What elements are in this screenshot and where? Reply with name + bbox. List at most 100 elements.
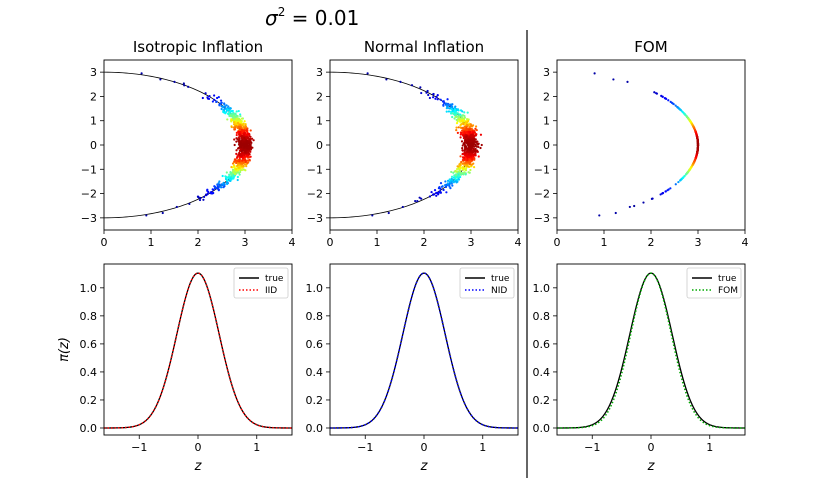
- scatter-point: [416, 200, 419, 203]
- scatter-point: [598, 214, 601, 217]
- scatter-point: [465, 139, 468, 142]
- scatter-point: [451, 178, 454, 182]
- scatter-point: [159, 78, 162, 81]
- y-tick-label: −1: [307, 163, 323, 176]
- x-tick-label: 1: [601, 236, 608, 249]
- y-tick-label: 0.4: [306, 366, 324, 379]
- scatter-point: [462, 123, 465, 126]
- scatter-point: [419, 86, 422, 89]
- scatter-point: [442, 188, 445, 192]
- plot-area: [330, 272, 518, 429]
- scatter-point: [449, 187, 452, 190]
- x-tick-label: 3: [242, 236, 249, 249]
- reference-circle: [104, 71, 246, 219]
- scatter-point: [446, 184, 449, 187]
- y-tick-label: 1: [90, 115, 97, 128]
- scatter-point: [187, 85, 190, 88]
- scatter-point: [435, 194, 438, 197]
- scatter-point: [455, 174, 458, 177]
- scatter-point: [448, 107, 451, 110]
- y-tick-label: 0.2: [306, 394, 324, 407]
- scatter-point: [460, 140, 464, 143]
- series-line-fom: [557, 272, 745, 429]
- scatter-point: [244, 169, 247, 172]
- scatter-point: [237, 146, 240, 149]
- scatter-point: [444, 180, 447, 183]
- scatter-point: [454, 180, 457, 183]
- scatter-point: [226, 118, 229, 121]
- scatter-point: [198, 198, 202, 202]
- scatter-point: [234, 112, 237, 116]
- subplot-3: FOM 0 1 2 3 4 −3 −2 −1 0 1 2 3: [534, 38, 749, 249]
- scatter-point: [628, 205, 631, 209]
- y-tick-label: 1.0: [306, 282, 324, 295]
- scatter-point: [459, 120, 462, 123]
- scatter-point: [466, 158, 469, 161]
- scatter-point: [232, 164, 236, 167]
- scatter-point: [245, 129, 248, 132]
- scatter-point: [473, 134, 476, 137]
- scatter-point: [469, 133, 473, 137]
- scatter-point: [230, 165, 233, 169]
- y-tick-label: 0.4: [533, 366, 551, 379]
- scatter-point: [240, 144, 243, 147]
- x-tick-label: −1: [131, 441, 147, 454]
- scatter-point: [461, 127, 465, 130]
- scatter-point: [471, 158, 474, 161]
- scatter-point: [249, 155, 252, 158]
- scatter-point: [420, 197, 423, 200]
- scatter-point: [432, 96, 435, 99]
- x-tick-label: 1: [706, 441, 713, 454]
- scatter-point: [468, 138, 472, 142]
- y-tick-label: 0.0: [80, 422, 98, 435]
- scatter-point: [227, 105, 230, 108]
- scatter-point: [211, 188, 215, 191]
- y-tick-label: −2: [81, 188, 97, 201]
- scatter-point: [225, 171, 228, 174]
- scatter-point: [642, 201, 645, 204]
- x-tick-label: 1: [374, 236, 381, 249]
- x-tick-label: 0: [421, 441, 428, 454]
- scatter-point: [651, 197, 654, 200]
- scatter-point: [463, 156, 466, 159]
- scatter-point: [210, 192, 213, 195]
- scatter-point: [385, 78, 388, 81]
- scatter-point: [439, 98, 442, 101]
- scatter-point: [243, 136, 246, 139]
- scatter-point: [216, 183, 219, 186]
- scatter-point: [161, 211, 164, 215]
- scatter-point: [442, 104, 445, 107]
- scatter-point: [460, 171, 463, 175]
- y-tick-label: −2: [534, 188, 550, 201]
- scatter-point: [229, 115, 232, 118]
- scatter-point: [203, 195, 206, 199]
- scatter-point: [477, 155, 480, 158]
- x-tick-label: 4: [515, 236, 522, 249]
- scatter-point: [241, 139, 244, 142]
- scatter-point: [251, 146, 254, 149]
- scatter-point: [445, 191, 448, 194]
- scatter-point: [236, 175, 239, 179]
- plot-area: [104, 71, 255, 219]
- scatter-point: [233, 121, 236, 124]
- scatter-point: [466, 165, 469, 168]
- scatter-point: [232, 171, 235, 174]
- scatter-point: [468, 162, 471, 166]
- scatter-point: [215, 96, 219, 100]
- scatter-point: [471, 131, 475, 134]
- x-axis-label: z: [647, 459, 656, 474]
- y-tick-label: 1: [543, 115, 550, 128]
- x-tick-label: 0: [327, 236, 334, 249]
- scatter-point: [456, 112, 459, 115]
- scatter-point: [479, 146, 482, 150]
- scatter-point: [218, 104, 221, 107]
- scatter-point: [474, 127, 477, 130]
- scatter-point: [459, 136, 462, 139]
- scatter-point: [235, 110, 238, 113]
- scatter-point: [633, 204, 636, 208]
- scatter-point: [454, 115, 457, 119]
- scatter-point: [461, 153, 464, 156]
- scatter-point: [449, 110, 453, 113]
- scatter-point: [229, 175, 232, 178]
- scatter-point: [234, 158, 237, 161]
